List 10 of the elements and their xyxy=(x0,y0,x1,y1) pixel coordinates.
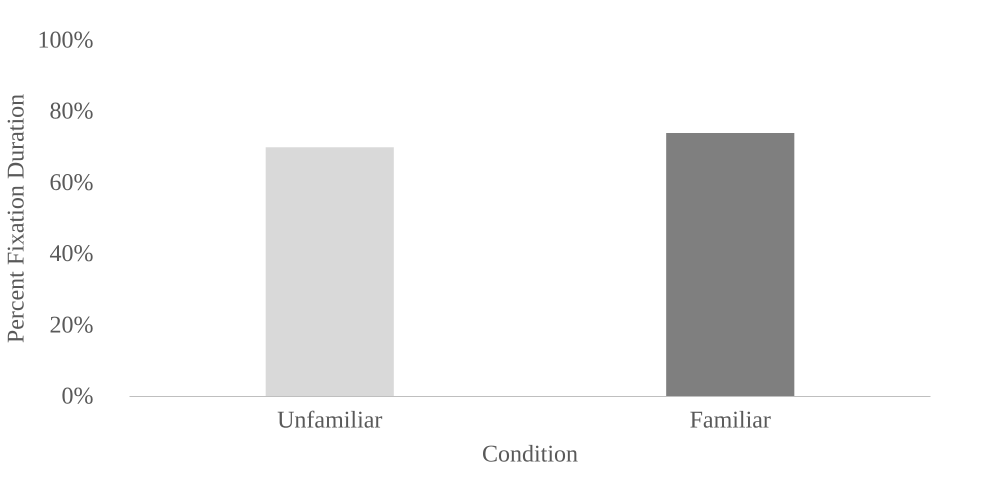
x-axis-title: Condition xyxy=(482,442,578,468)
y-tick-label: 80% xyxy=(50,98,94,125)
y-tick-label: 100% xyxy=(38,28,94,54)
x-tick-label: Familiar xyxy=(690,408,771,434)
y-tick-label: 60% xyxy=(50,170,94,196)
y-tick-label: 0% xyxy=(62,384,94,410)
y-axis-title: Percent Fixation Duration xyxy=(4,94,30,344)
y-tick-label: 40% xyxy=(50,241,94,268)
x-tick-label: Unfamiliar xyxy=(277,408,382,434)
y-tick-label: 20% xyxy=(50,312,94,338)
